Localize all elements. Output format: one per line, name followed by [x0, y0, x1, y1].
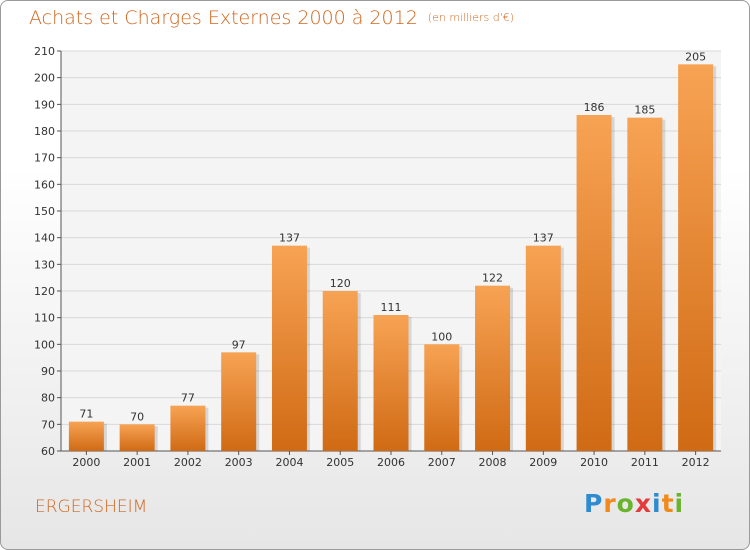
logo-letter: i: [674, 489, 685, 518]
y-tick-label: 210: [34, 45, 55, 58]
data-label: 186: [584, 101, 605, 114]
chart-title-text: Achats et Charges Externes 2000 à 2012: [29, 7, 418, 29]
y-tick-label: 80: [41, 392, 55, 405]
bar: [221, 352, 257, 451]
logo-letter: i: [652, 489, 662, 518]
x-tick-label: 2000: [72, 456, 100, 469]
y-tick-label: 150: [34, 205, 55, 218]
bar: [678, 64, 714, 452]
logo-letter: P: [584, 489, 604, 518]
x-tick-label: 2004: [275, 456, 303, 469]
data-label: 122: [482, 272, 503, 285]
data-label: 111: [381, 301, 402, 314]
bar: [627, 117, 663, 452]
y-tick-label: 90: [41, 365, 55, 378]
y-tick-label: 180: [34, 125, 55, 138]
data-label: 137: [533, 232, 554, 245]
data-label: 185: [634, 104, 655, 117]
data-label: 100: [431, 330, 452, 343]
y-tick-label: 100: [34, 338, 55, 351]
bar: [322, 291, 358, 451]
y-tick-label: 190: [34, 98, 55, 111]
chart-subtitle: (en milliers d'€): [427, 11, 515, 24]
x-tick-label: 2010: [580, 456, 608, 469]
bar: [576, 115, 612, 451]
proxiti-logo: Proxiti: [584, 489, 684, 518]
x-tick-label: 2001: [123, 456, 151, 469]
data-label: 120: [330, 277, 351, 290]
data-label: 71: [79, 408, 93, 421]
logo-letter: o: [616, 489, 635, 518]
x-tick-label: 2002: [174, 456, 202, 469]
logo-letter: r: [603, 489, 617, 518]
data-label: 70: [130, 410, 144, 423]
x-tick-label: 2009: [529, 456, 557, 469]
y-tick-label: 140: [34, 232, 55, 245]
data-label: 97: [232, 338, 246, 351]
x-tick-label: 2012: [682, 456, 710, 469]
y-tick-label: 60: [41, 445, 55, 458]
y-tick-label: 70: [41, 418, 55, 431]
x-tick-label: 2008: [479, 456, 507, 469]
bar: [119, 424, 155, 451]
data-label: 137: [279, 232, 300, 245]
logo-letter: t: [661, 489, 675, 518]
data-label: 77: [181, 392, 195, 405]
bar: [424, 344, 460, 451]
y-tick-label: 170: [34, 152, 55, 165]
y-tick-label: 130: [34, 258, 55, 271]
x-tick-label: 2007: [428, 456, 456, 469]
logo-letter: x: [634, 489, 652, 518]
y-tick-label: 160: [34, 178, 55, 191]
commune-name: ERGERSHEIM: [35, 497, 148, 517]
x-tick-label: 2003: [225, 456, 253, 469]
chart-title: Achats et Charges Externes 2000 à 2012 (e…: [29, 7, 514, 29]
y-tick-label: 200: [34, 72, 55, 85]
x-tick-label: 2011: [631, 456, 659, 469]
y-tick-label: 120: [34, 285, 55, 298]
bar: [373, 315, 409, 451]
bar: [170, 405, 206, 451]
bar: [475, 285, 511, 451]
bar: [271, 245, 307, 451]
bar: [68, 421, 104, 451]
x-tick-label: 2005: [326, 456, 354, 469]
data-label: 205: [685, 50, 706, 63]
y-tick-label: 110: [34, 312, 55, 325]
x-tick-label: 2006: [377, 456, 405, 469]
bar: [525, 245, 561, 451]
